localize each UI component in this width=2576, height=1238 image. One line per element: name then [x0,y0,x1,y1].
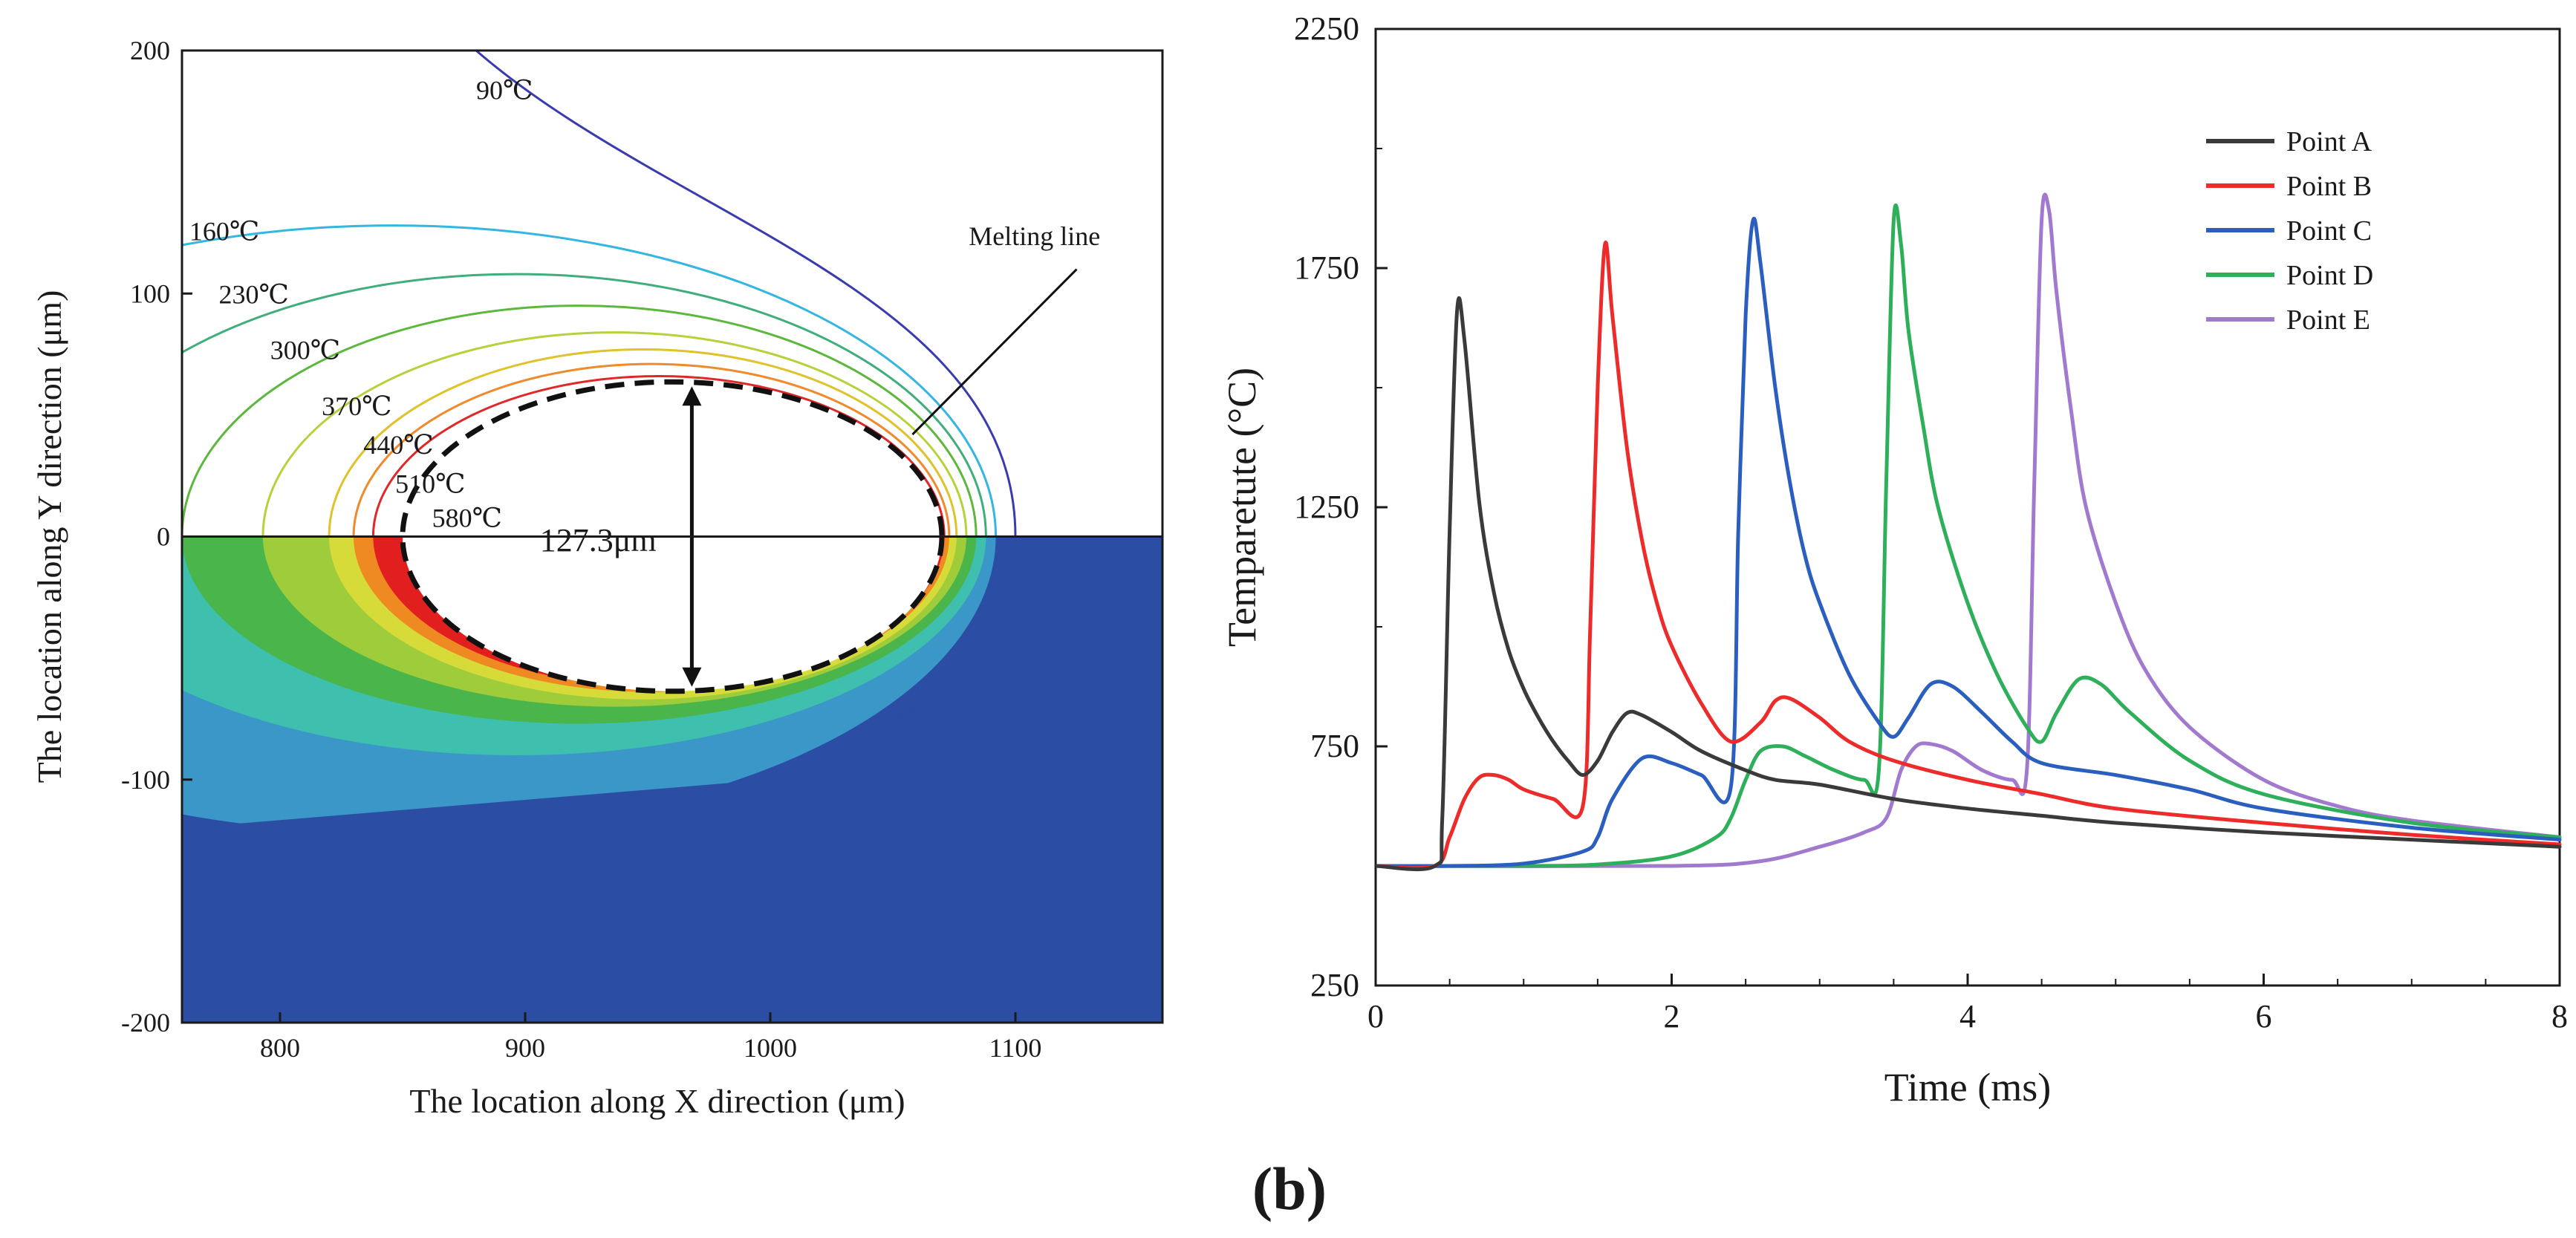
line-y-tick-label: 2250 [1294,10,1359,47]
isotherm-line-440 [328,348,958,537]
contour-axes: 800 900 1000 1100 -200 -100 0 100 200 [121,36,1164,1063]
isotherm-line-580 [372,375,946,537]
isotherm-line-160 [182,224,997,537]
line-y-axis-label: Temparetute (°C) [1220,368,1264,647]
figure-panel-label: (b) [1252,1155,1327,1222]
contour-y-tick-label: 100 [130,278,170,308]
line-x-tick-label: 4 [1959,998,1976,1035]
line-x-tick-label: 2 [1664,998,1680,1035]
line-series [1376,192,2562,872]
contour-x-tick-label: 800 [260,1033,300,1063]
legend-label-point-b: Point B [2286,171,2372,202]
isotherm-label-90: 90℃ [476,75,533,105]
isotherm-line-300 [182,304,978,537]
line-y-tick-label: 1750 [1294,250,1359,286]
legend-label-point-c: Point C [2286,215,2372,247]
isotherm-line-90 [475,51,1017,537]
contour-y-axis-label: The location along Y direction (μm) [30,290,68,783]
line-x-axis-label: Time (ms) [1884,1065,2052,1110]
series-line-point-a [1376,296,2562,872]
line-x-tick-label: 8 [2551,998,2568,1035]
isotherm-label-160: 160℃ [189,216,259,246]
isotherm-label-370: 370℃ [322,391,391,421]
contour-y-tick-label: -200 [121,1008,170,1037]
isotherm-label-440: 440℃ [363,430,433,460]
isotherm-labels: 90℃ 160℃ 230℃ 300℃ 370℃ 440℃ 510℃ 580℃ [189,75,533,532]
contour-y-tick-label: 200 [130,36,170,65]
isotherm-line-230 [182,273,987,537]
legend: Point A Point B Point C Point D Point E [2206,126,2373,336]
contour-x-tick-label: 1100 [989,1033,1042,1063]
isotherm-label-510: 510℃ [395,469,465,499]
isotherm-label-580: 580℃ [432,503,502,532]
contour-x-tick-label: 1000 [744,1033,797,1063]
dimension-arrow-head-bottom [682,667,702,687]
legend-label-point-e: Point E [2286,304,2370,336]
line-x-tick-label: 6 [2256,998,2272,1035]
line-plot-frame [1374,27,2561,987]
line-y-tick-label: 250 [1310,967,1359,1003]
melting-line-label: Melting line [969,221,1100,251]
contour-y-tick-label: 0 [157,522,170,552]
line-x-tick-label: 0 [1367,998,1384,1035]
series-line-point-b [1376,241,2562,870]
contour-y-tick-label: -100 [121,765,170,795]
isotherm-label-230: 230℃ [219,279,289,309]
melting-line-leader [911,268,1078,436]
line-chart-axes: 0 2 4 6 8 250 750 1250 1750 2250 [1294,10,2568,1035]
isotherm-line-370 [261,331,968,537]
series-line-point-c [1376,217,2562,868]
contour-x-axis-label: The location along X direction (μm) [409,1082,905,1120]
series-line-point-d [1376,203,2562,868]
contour-x-tick-label: 900 [505,1033,545,1063]
isotherm-label-300: 300℃ [270,336,340,365]
dimension-arrow-head-top [682,386,702,406]
legend-label-point-a: Point A [2286,126,2372,157]
series-line-point-e [1376,192,2562,868]
contour-panel: 800 900 1000 1100 -200 -100 0 100 200 90℃ 160℃ 230… [30,36,1164,1120]
line-y-tick-label: 1250 [1294,489,1359,525]
contour-band-160-tail [182,706,917,1023]
isotherm-lines [182,51,1017,537]
line-y-tick-label: 750 [1310,728,1359,764]
isotherm-line-510 [352,362,951,537]
legend-label-point-d: Point D [2286,260,2373,291]
melt-pool-dimension-label: 127.3μm [540,522,657,558]
